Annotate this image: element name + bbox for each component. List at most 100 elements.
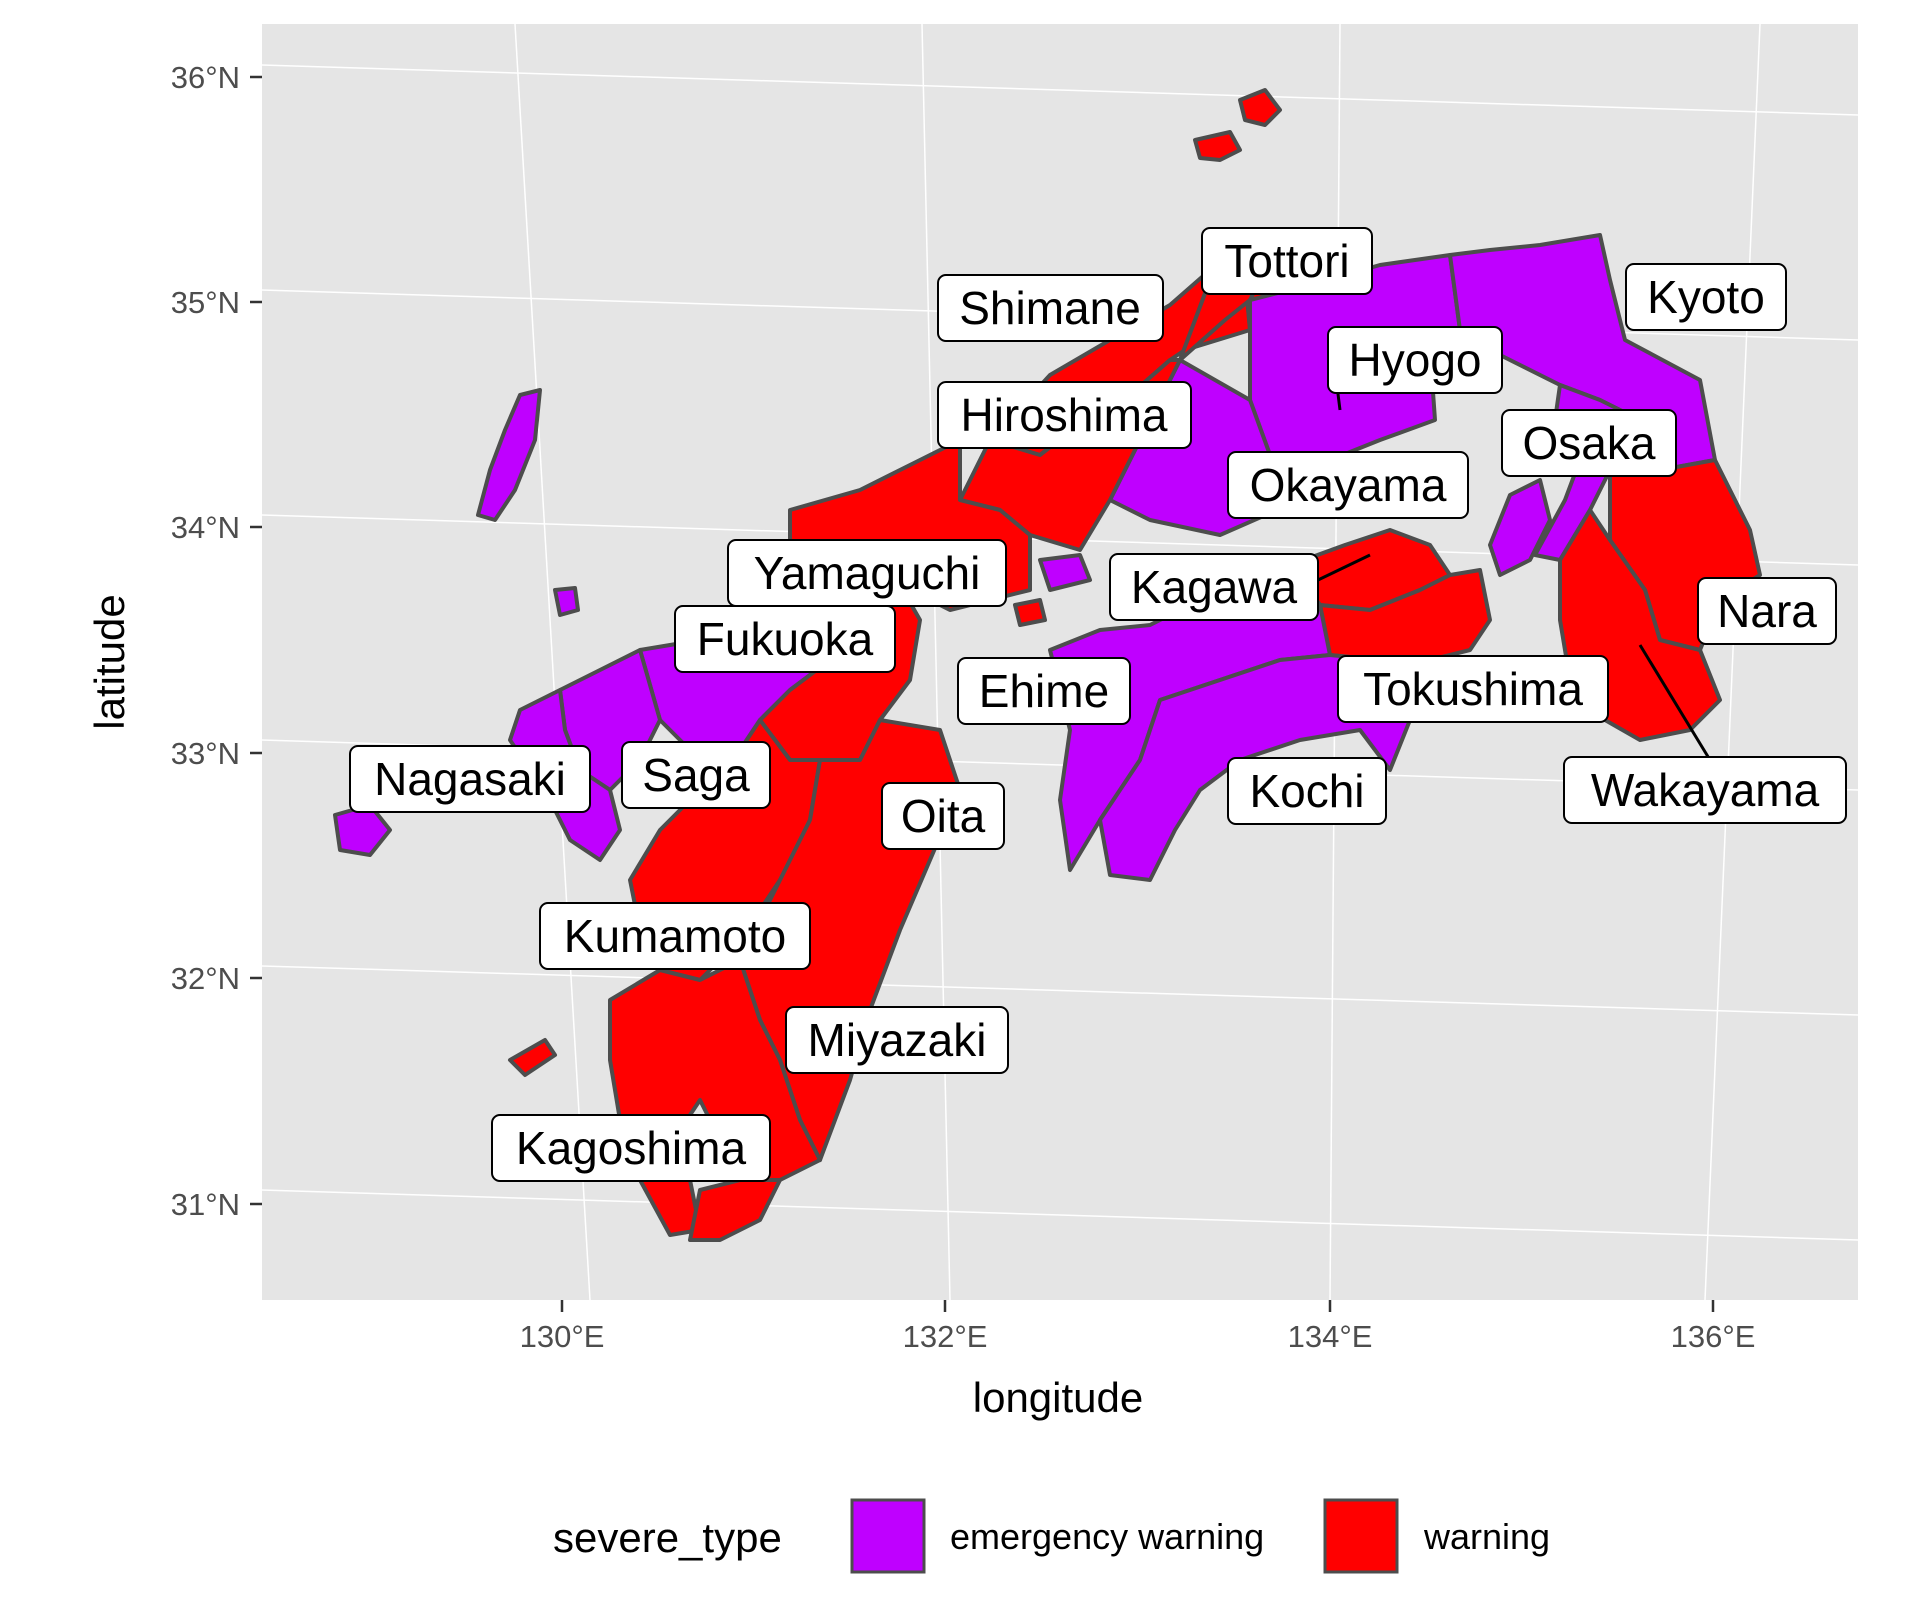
- label-text-fukuoka: Fukuoka: [697, 613, 874, 665]
- legend-label-emergency: emergency warning: [950, 1516, 1264, 1557]
- x-tick-label-134: 134°E: [1288, 1319, 1373, 1354]
- label-text-kagawa: Kagawa: [1131, 561, 1298, 613]
- y-tick-label-36: 36°N: [171, 60, 240, 95]
- label-ehime: Ehime: [957, 657, 1131, 725]
- label-tottori: Tottori: [1201, 227, 1373, 295]
- label-box-saga: [621, 741, 771, 809]
- leader-wakayama: [1638, 644, 1712, 761]
- label-text-kumamoto: Kumamoto: [564, 910, 786, 962]
- label-box-fukuoka: [674, 605, 896, 673]
- label-kochi: Kochi: [1227, 757, 1387, 825]
- region-setouchi-islands: [1013, 598, 1047, 627]
- prefecture-labels: Tottori Shimane Kyoto Hyogo Hiroshima Os…: [349, 227, 1847, 1182]
- legend-title: severe_type: [553, 1514, 782, 1561]
- label-text-okayama: Okayama: [1250, 459, 1447, 511]
- region-tsushima: [476, 388, 542, 522]
- label-osaka: Osaka: [1501, 409, 1677, 477]
- label-box-tokushima: [1337, 655, 1609, 723]
- label-hyogo: Hyogo: [1327, 326, 1503, 394]
- legend-label-warning: warning: [1423, 1516, 1550, 1557]
- label-fukuoka: Fukuoka: [674, 605, 896, 673]
- label-box-wakayama: [1563, 756, 1847, 824]
- y-tick-label-31: 31°N: [171, 1187, 240, 1222]
- label-text-osaka: Osaka: [1523, 417, 1656, 469]
- grid-lat-32: [261, 965, 1859, 1016]
- label-text-oita: Oita: [901, 790, 986, 842]
- label-text-yamaguchi: Yamaguchi: [754, 547, 981, 599]
- region-iki: [553, 586, 580, 617]
- x-tick-label-130: 130°E: [520, 1319, 605, 1354]
- y-tick-label-32: 32°N: [171, 961, 240, 996]
- label-box-osaka: [1501, 409, 1677, 477]
- label-text-hyogo: Hyogo: [1349, 334, 1482, 386]
- label-nara: Nara: [1697, 577, 1837, 645]
- legend-swatch-warning: [1323, 1498, 1399, 1574]
- label-box-nara: [1697, 577, 1837, 645]
- grid-lon-132: [921, 23, 951, 1301]
- label-box-shimane: [937, 274, 1164, 342]
- label-nagasaki: Nagasaki: [349, 745, 591, 813]
- label-box-kagawa: [1109, 553, 1319, 621]
- label-box-nagasaki: [349, 745, 591, 813]
- grid-lon-136: [1704, 23, 1761, 1301]
- label-oita: Oita: [881, 782, 1005, 850]
- label-box-kochi: [1227, 757, 1387, 825]
- grid-lat-36: [261, 64, 1859, 116]
- label-yamaguchi: Yamaguchi: [727, 539, 1007, 607]
- label-tokushima: Tokushima: [1337, 655, 1609, 723]
- label-text-saga: Saga: [642, 749, 750, 801]
- label-saga: Saga: [621, 741, 771, 809]
- label-box-hiroshima: [937, 381, 1192, 449]
- leader-kagawa: [1317, 553, 1371, 582]
- label-kyoto: Kyoto: [1625, 263, 1787, 331]
- label-box-okayama: [1227, 451, 1469, 519]
- label-kagawa: Kagawa: [1109, 553, 1319, 621]
- label-wakayama: Wakayama: [1563, 756, 1847, 824]
- label-hiroshima: Hiroshima: [937, 381, 1192, 449]
- label-text-nagasaki: Nagasaki: [374, 753, 566, 805]
- grid-lat-31: [261, 1189, 1859, 1241]
- label-box-kyoto: [1625, 263, 1787, 331]
- label-box-ehime: [957, 657, 1131, 725]
- y-tick-label-34: 34°N: [171, 510, 240, 545]
- label-kagoshima: Kagoshima: [491, 1114, 771, 1182]
- label-box-miyazaki: [785, 1006, 1009, 1074]
- grid-lon-130: [514, 23, 591, 1301]
- label-box-tottori: [1201, 227, 1373, 295]
- label-text-hiroshima: Hiroshima: [960, 389, 1167, 441]
- label-shimane: Shimane: [937, 274, 1164, 342]
- region-koshiki: [508, 1038, 557, 1077]
- label-text-wakayama: Wakayama: [1591, 764, 1820, 816]
- x-tick-label-132: 132°E: [903, 1319, 988, 1354]
- y-axis: 31°N 32°N 33°N 34°N 35°N 36°N: [171, 60, 262, 1222]
- label-text-shimane: Shimane: [959, 282, 1141, 334]
- legend: severe_type emergency warning warning: [553, 1498, 1550, 1574]
- region-oki-small: [1193, 130, 1242, 162]
- region-shikoku-islands: [1038, 553, 1092, 592]
- region-awaji: [1488, 478, 1552, 577]
- label-text-kyoto: Kyoto: [1647, 271, 1765, 323]
- y-tick-label-35: 35°N: [171, 285, 240, 320]
- region-oki-islands: [1238, 88, 1282, 127]
- label-box-kumamoto: [539, 902, 811, 970]
- y-axis-title: latitude: [86, 594, 133, 729]
- label-okayama: Okayama: [1227, 451, 1469, 519]
- label-box-kagoshima: [491, 1114, 771, 1182]
- label-text-ehime: Ehime: [979, 665, 1109, 717]
- label-text-tokushima: Tokushima: [1363, 663, 1583, 715]
- legend-swatch-emergency: [850, 1498, 926, 1574]
- x-tick-label-136: 136°E: [1671, 1319, 1756, 1354]
- label-box-oita: [881, 782, 1005, 850]
- label-text-miyazaki: Miyazaki: [808, 1014, 987, 1066]
- label-text-tottori: Tottori: [1224, 235, 1349, 287]
- label-box-hyogo: [1327, 326, 1503, 394]
- label-kumamoto: Kumamoto: [539, 902, 811, 970]
- x-axis-title: longitude: [973, 1374, 1143, 1421]
- label-text-kochi: Kochi: [1249, 765, 1364, 817]
- y-tick-label-33: 33°N: [171, 736, 240, 771]
- x-axis: 130°E 132°E 134°E 136°E: [520, 1300, 1756, 1354]
- label-text-kagoshima: Kagoshima: [516, 1122, 747, 1174]
- label-miyazaki: Miyazaki: [785, 1006, 1009, 1074]
- label-text-nara: Nara: [1717, 585, 1817, 637]
